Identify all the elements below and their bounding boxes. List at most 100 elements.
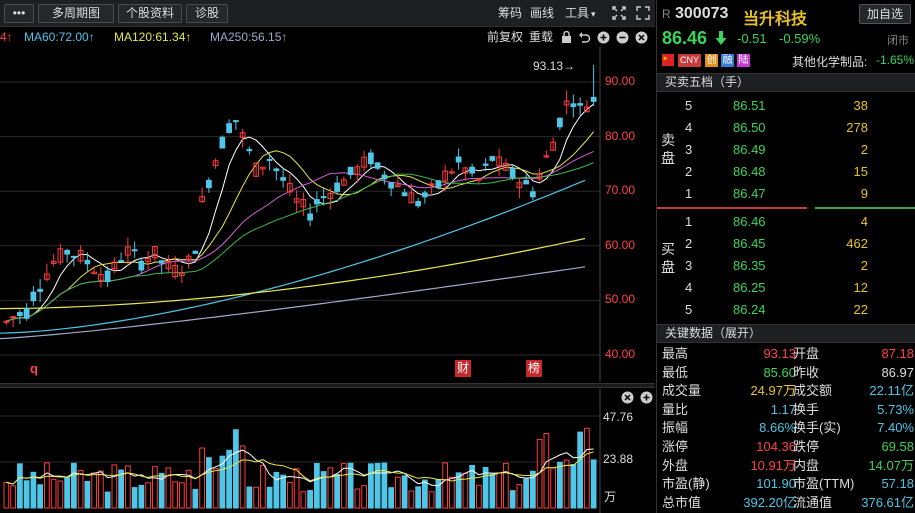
candle-body — [455, 156, 462, 163]
tag-chinext[interactable]: 创 — [705, 54, 718, 67]
tools-menu[interactable]: 工具 ▾ — [565, 5, 596, 23]
candle-body — [30, 291, 37, 302]
candle-body — [246, 148, 253, 152]
tag-margin[interactable]: 融 — [721, 54, 734, 67]
flag-financial-report[interactable]: 财 — [455, 360, 471, 377]
chips-button[interactable]: 筹码 — [498, 6, 523, 20]
keydata-header[interactable]: 关键数据（展开） — [657, 324, 915, 343]
volume-settings-icon[interactable] — [640, 391, 653, 404]
candle-body — [44, 273, 50, 280]
candle-body — [523, 180, 529, 185]
kline-chart[interactable]: 93.13→ 90.00 80.00 70.00 60.00 50.00 40.00 q … — [0, 47, 655, 382]
candle-body — [71, 255, 77, 258]
buy-row[interactable]: 5 86.24 22 — [681, 299, 915, 320]
volume-bar — [185, 469, 192, 509]
volume-bar — [64, 477, 70, 509]
keydata-label: 开盘 — [793, 346, 820, 361]
volume-bar — [476, 484, 482, 509]
order-volume: 9 — [860, 186, 868, 201]
level: 3 — [685, 142, 693, 157]
volume-bar — [246, 486, 253, 509]
keydata-value: 86.97 — [881, 364, 914, 380]
multi-period-button[interactable]: 多周期图 — [38, 4, 114, 23]
volume-bar — [361, 485, 367, 509]
volume-bar — [300, 491, 307, 509]
zoom-out-icon[interactable] — [616, 30, 629, 50]
buy-row[interactable]: 4 86.25 12 — [681, 277, 915, 298]
volume-bar — [563, 459, 570, 509]
volume-bar — [219, 455, 226, 509]
add-watchlist-button[interactable]: 加自选 — [859, 4, 911, 24]
undo-icon[interactable] — [578, 30, 591, 50]
ma30-line — [6, 162, 594, 322]
zoom-in-icon[interactable] — [597, 30, 610, 50]
candle-body — [50, 260, 57, 265]
buy-row[interactable]: 1 86.46 4 — [681, 211, 915, 232]
order-price: 86.35 — [733, 258, 766, 273]
candle-body — [577, 103, 583, 106]
volume-bar — [212, 467, 219, 509]
candle-body — [152, 246, 158, 259]
keydata-row: 最高 93.13 开盘 87.18 — [657, 345, 915, 363]
ma120-label: MA120:61.34↑ — [114, 30, 192, 44]
candle-body — [347, 166, 354, 176]
draw-line-button[interactable]: 画线 — [530, 6, 555, 20]
volume-bar — [3, 481, 10, 509]
adjust-mode-button[interactable]: 前复权 — [487, 30, 524, 44]
buy-row[interactable]: 2 86.45 462 — [681, 233, 915, 254]
sector-name[interactable]: 其他化学制品: — [792, 55, 868, 69]
keydata-value: 57.18 — [881, 476, 914, 492]
volume-bar — [260, 464, 266, 509]
order-price: 86.46 — [733, 214, 766, 229]
candle-body — [408, 192, 415, 204]
volume-bar — [550, 467, 556, 509]
sell-row[interactable]: 3 86.49 2 — [681, 139, 915, 160]
volume-bar — [57, 480, 64, 509]
volume-bar — [509, 490, 516, 509]
expand-icon[interactable] — [612, 6, 626, 20]
close-icon[interactable] — [635, 30, 648, 50]
stock-info-button[interactable]: 个股资料 — [118, 4, 182, 23]
orderbook-header[interactable]: 买卖五档（手） — [657, 73, 915, 92]
tag-cny[interactable]: CNY — [678, 54, 702, 67]
sell-row[interactable]: 5 86.51 38 — [681, 95, 915, 116]
keydata-value: 5.73% — [877, 401, 914, 417]
candle-body — [57, 248, 64, 263]
tag-connect[interactable]: 陆 — [737, 54, 750, 67]
sell-row[interactable]: 1 86.47 9 — [681, 183, 915, 204]
level: 2 — [685, 164, 693, 179]
reload-button[interactable]: 重载 — [529, 30, 554, 44]
sell-row[interactable]: 4 86.50 278 — [681, 117, 915, 138]
lock-icon[interactable] — [561, 30, 572, 50]
keydata-value: 8.66% — [759, 420, 796, 436]
candle-body — [543, 155, 550, 158]
more-icon[interactable]: ••• — [4, 4, 34, 23]
volume-bar — [145, 482, 151, 509]
volume-bar — [469, 464, 475, 509]
volume-bar — [368, 463, 374, 509]
candle-body — [496, 156, 502, 167]
panel-divider[interactable] — [0, 383, 655, 388]
close-volume-icon[interactable] — [621, 391, 634, 404]
diagnose-button[interactable]: 诊股 — [186, 4, 228, 23]
volume-bar — [381, 462, 388, 509]
flag-leaderboard[interactable]: 榜 — [526, 360, 542, 377]
keydata-label: 振幅 — [662, 420, 689, 436]
level: 5 — [685, 98, 693, 113]
volume-bar — [347, 462, 354, 509]
volume-bar — [489, 473, 496, 509]
level: 2 — [685, 236, 693, 251]
ma10-line — [6, 131, 594, 322]
volume-chart[interactable]: 47.76 23.88 万 — [0, 388, 655, 513]
keydata-label: 量比 — [662, 401, 689, 417]
order-price: 86.45 — [733, 236, 766, 251]
volume-bar — [226, 449, 232, 509]
fullscreen-icon[interactable] — [636, 6, 650, 20]
sell-row[interactable]: 2 86.48 15 — [681, 161, 915, 182]
flag-q[interactable]: q — [30, 361, 38, 376]
candle-body — [482, 163, 489, 166]
volume-bar — [37, 484, 43, 509]
candle-body — [226, 123, 232, 133]
volume-bar — [577, 431, 583, 509]
buy-row[interactable]: 3 86.35 2 — [681, 255, 915, 276]
